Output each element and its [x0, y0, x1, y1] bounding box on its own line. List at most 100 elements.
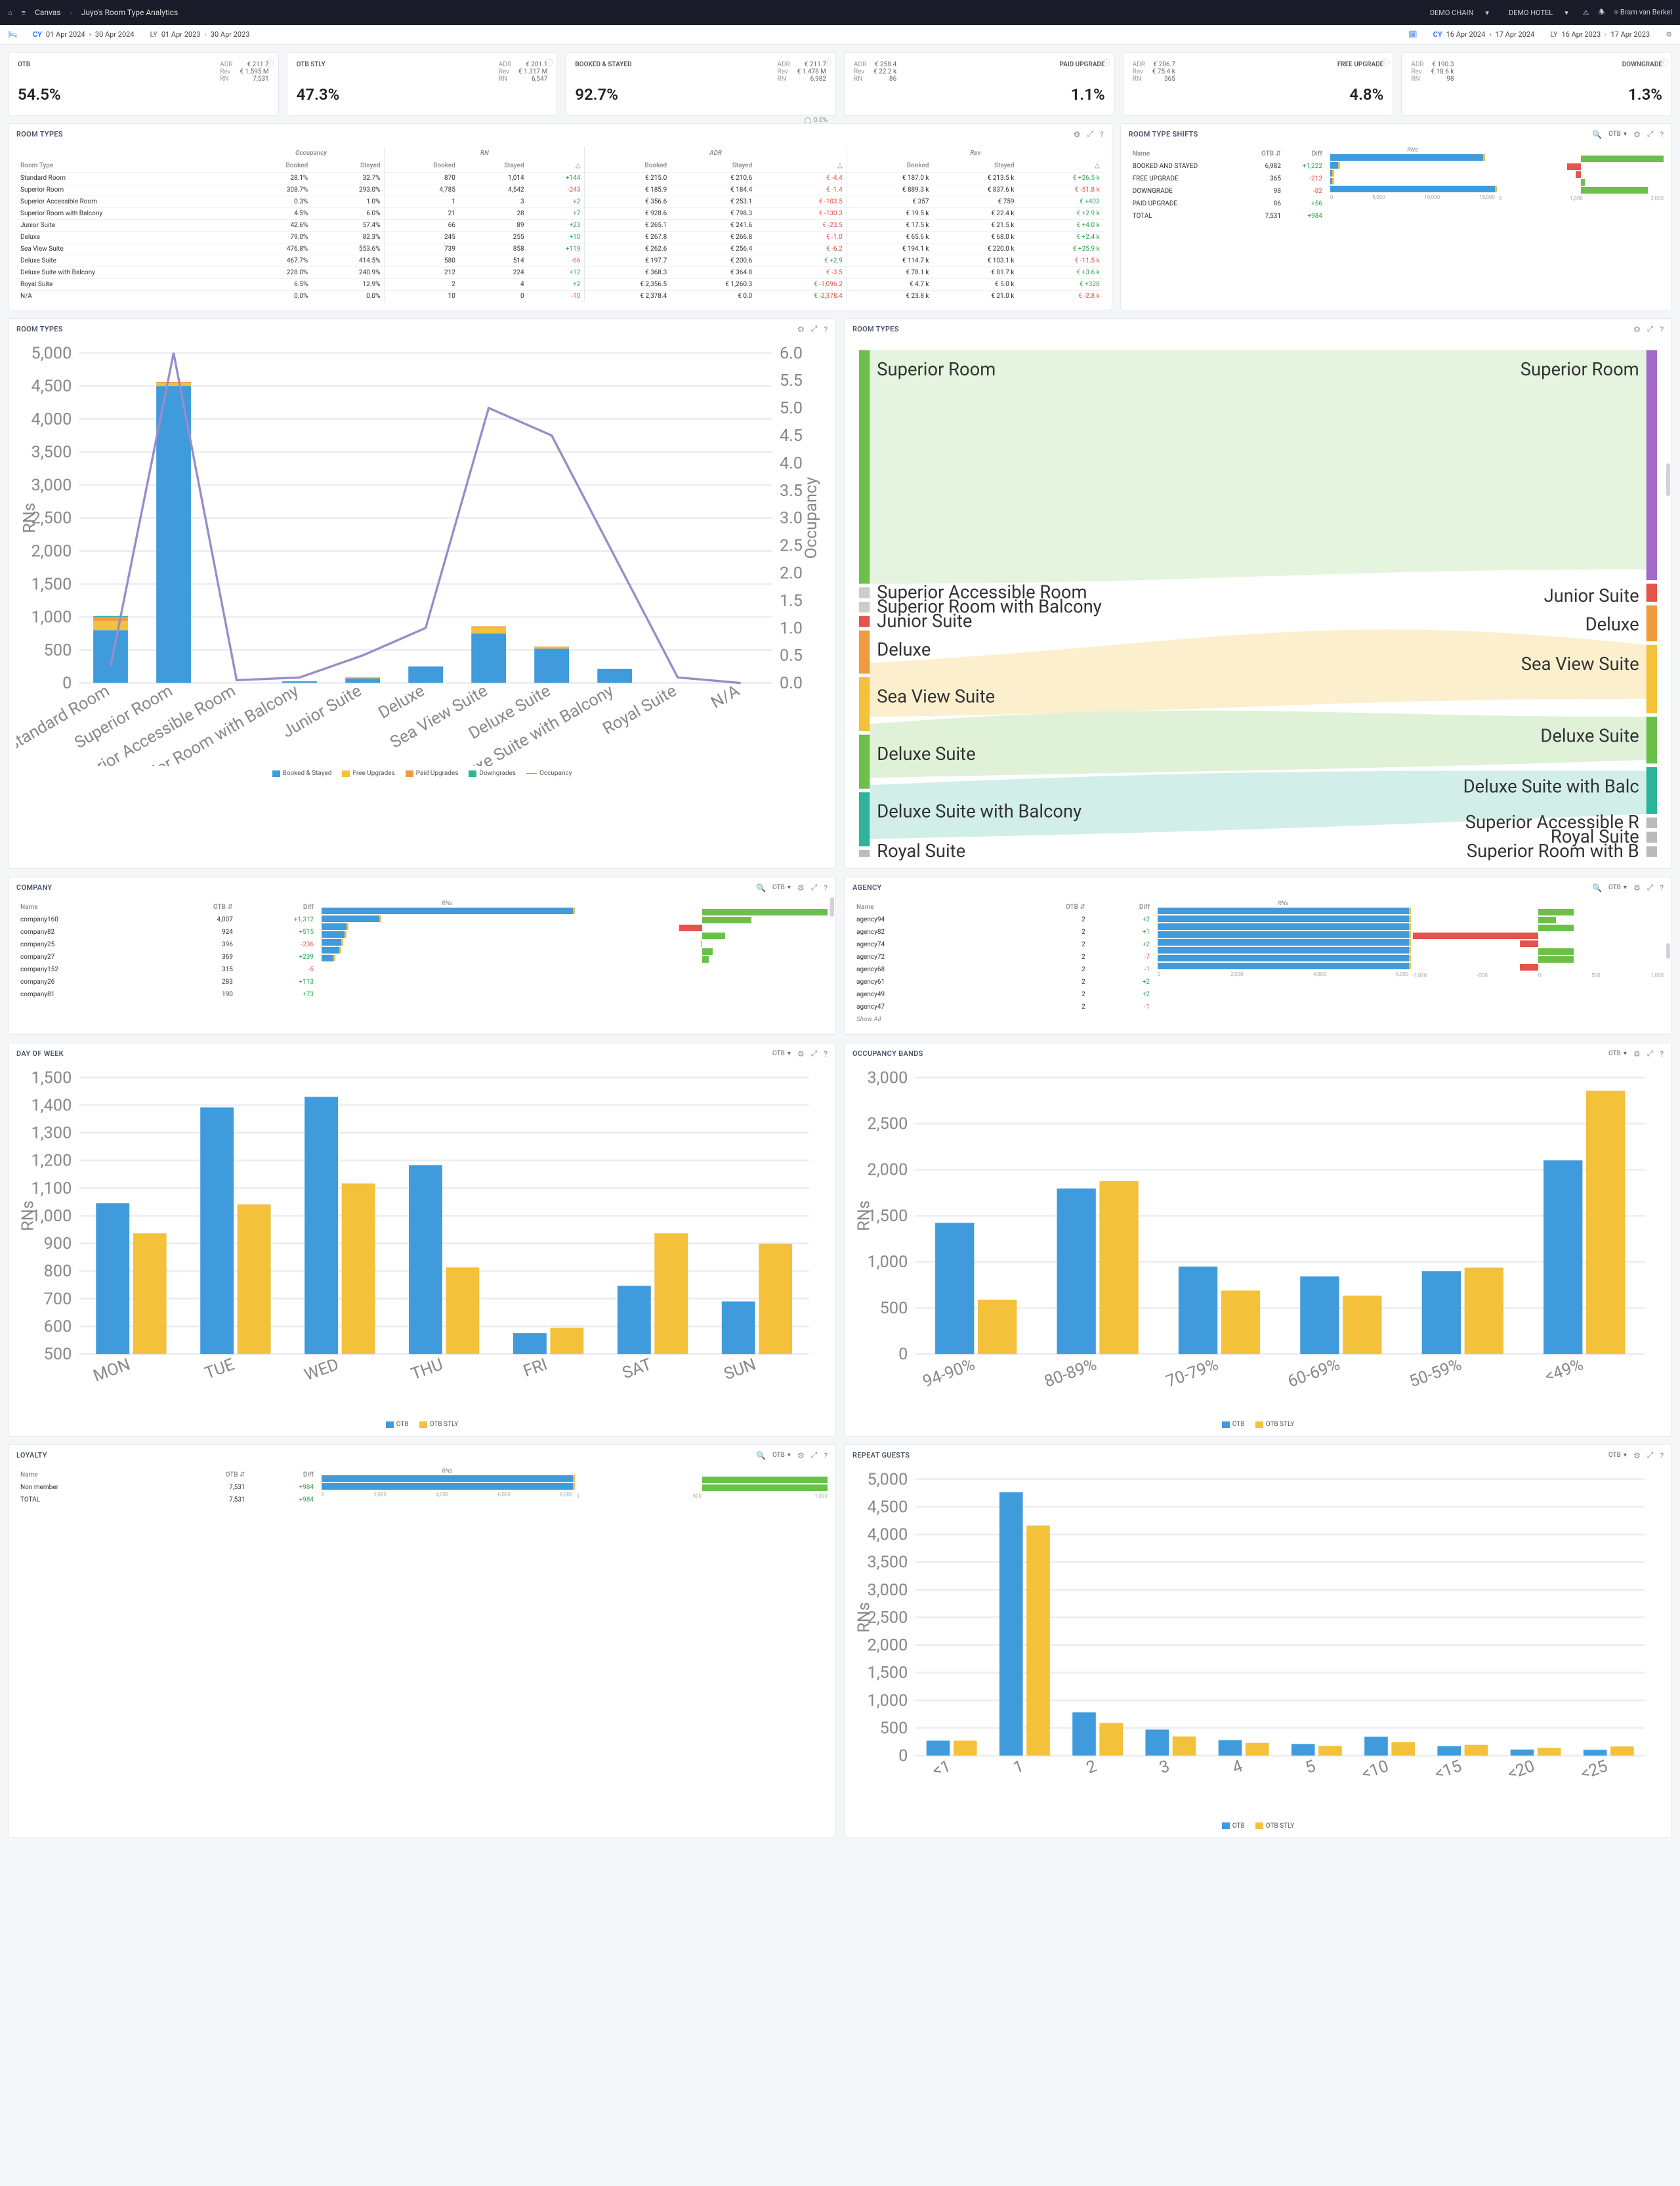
cy1-range[interactable]: CY 01 Apr 2024›30 Apr 2024	[33, 30, 135, 39]
table-row[interactable]: Junior Suite42.6%57.4%6689+23€ 265.1€ 24…	[16, 220, 1104, 232]
help-icon[interactable]: ?	[824, 1451, 828, 1460]
table-row[interactable]: Superior Room308.7%293.0%4,7854,542-243€…	[16, 184, 1104, 196]
breadcrumb-root[interactable]: Canvas	[35, 8, 60, 17]
list-item[interactable]: agency742+2	[854, 939, 1152, 950]
list-item[interactable]: FREE UPGRADE365-212	[1130, 173, 1325, 184]
help-icon[interactable]: ?	[1660, 1451, 1664, 1460]
expand-icon[interactable]: ⤢	[1087, 129, 1093, 139]
gear-icon[interactable]: ⚙	[797, 883, 805, 893]
help-icon[interactable]: ?	[824, 325, 828, 334]
alert-icon[interactable]: ⚠	[1583, 9, 1589, 17]
list-item[interactable]: TOTAL7,531+984	[18, 1494, 316, 1505]
help-icon[interactable]: ?	[1100, 130, 1104, 139]
search-icon[interactable]: 🔍	[756, 883, 766, 893]
list-item[interactable]: agency612+2	[854, 977, 1152, 988]
scroll-handle[interactable]	[1666, 943, 1670, 959]
expand-icon[interactable]: ⤢	[1647, 1450, 1654, 1460]
list-item[interactable]: agency682-1	[854, 964, 1152, 975]
list-item[interactable]: company25396-236	[18, 939, 316, 950]
svg-text:<10: <10	[1359, 1757, 1391, 1784]
info-icon[interactable]: ⓘ	[545, 57, 553, 68]
menu-icon[interactable]: ≡	[22, 9, 26, 17]
help-icon[interactable]: ?	[1660, 130, 1664, 139]
breadcrumb-title[interactable]: Juyo's Room Type Analytics	[81, 8, 178, 17]
ly2-range[interactable]: LY 16 Apr 2023›17 Apr 2023	[1550, 30, 1650, 39]
search-icon[interactable]: 🔍	[756, 1451, 766, 1460]
expand-icon[interactable]: ⤢	[811, 883, 818, 893]
list-item[interactable]: company27369+239	[18, 952, 316, 963]
list-item[interactable]: agency942+2	[854, 914, 1152, 925]
hotel-dropdown[interactable]: DEMO HOTEL▾	[1503, 6, 1574, 20]
expand-icon[interactable]: ⤢	[1647, 1049, 1654, 1059]
expand-icon[interactable]: ⤢	[1647, 324, 1654, 334]
scroll-handle[interactable]	[830, 897, 834, 917]
list-item[interactable]: agency722-7	[854, 952, 1152, 963]
gear-icon[interactable]: ⚙	[1633, 883, 1641, 893]
list-item[interactable]: company82924+515	[18, 927, 316, 938]
metric-dropdown[interactable]: OTB ▾	[772, 884, 791, 891]
help-icon[interactable]: ?	[1660, 325, 1664, 334]
expand-icon[interactable]: ⤢	[1647, 883, 1654, 893]
gear-icon[interactable]: ⚙	[1074, 130, 1081, 139]
help-icon[interactable]: ?	[1660, 1049, 1664, 1059]
list-item[interactable]: PAID UPGRADE86+56	[1130, 198, 1325, 209]
metric-dropdown[interactable]: OTB ▾	[772, 1452, 791, 1459]
search-icon[interactable]: 🔍	[1592, 883, 1602, 893]
gear-icon[interactable]: ⚙	[797, 325, 805, 334]
expand-icon[interactable]: ⤢	[811, 1049, 818, 1059]
gear-icon[interactable]: ⚙	[797, 1049, 805, 1059]
list-item[interactable]: DOWNGRADE98-82	[1130, 186, 1325, 197]
expand-icon[interactable]: ⤢	[811, 324, 818, 334]
help-icon[interactable]: ?	[824, 883, 828, 893]
scroll-handle[interactable]	[1666, 463, 1670, 496]
list-item[interactable]: company1604,007+1,312	[18, 914, 316, 925]
search-icon[interactable]: 🔍	[1592, 130, 1602, 139]
gear-icon[interactable]: ⚙	[1633, 1451, 1641, 1460]
table-row[interactable]: Deluxe Suite with Balcony228.0%240.9%212…	[16, 267, 1104, 279]
show-all-link[interactable]: Show All	[854, 1014, 1152, 1025]
metric-dropdown[interactable]: OTB ▾	[1608, 131, 1627, 138]
gear-icon[interactable]: ⚙	[1633, 130, 1641, 139]
metric-dropdown[interactable]: OTB ▾	[1608, 1452, 1627, 1459]
table-row[interactable]: Deluxe79.0%82.3%245255+10€ 267.8€ 266.8€…	[16, 232, 1104, 243]
table-row[interactable]: Sea View Suite476.8%553.6%739858+119€ 26…	[16, 243, 1104, 255]
home-icon[interactable]: ⌂	[8, 9, 12, 17]
table-row[interactable]: N/A0.0%0.0%100-10€ 2,378.4€ 0.0€ -2,378.…	[16, 291, 1104, 303]
list-item[interactable]: company81190+73	[18, 989, 316, 1000]
list-item[interactable]: agency472-1	[854, 1001, 1152, 1013]
list-item[interactable]: agency822+1	[854, 927, 1152, 938]
metric-dropdown[interactable]: OTB ▾	[1608, 884, 1627, 891]
info-icon[interactable]: ⓘ	[266, 57, 274, 68]
table-row[interactable]: Standard Room28.1%32.7%8701,014+144€ 215…	[16, 173, 1104, 184]
gear-icon[interactable]: ⚙	[797, 1451, 805, 1460]
list-item[interactable]: agency492+2	[854, 989, 1152, 1000]
notify-icon[interactable]: 🕭	[1599, 7, 1605, 19]
metric-dropdown[interactable]: OTB ▾	[1608, 1050, 1627, 1057]
list-item[interactable]: company26283+113	[18, 977, 316, 988]
table-row[interactable]: Superior Room with Balcony4.5%6.0%2128+7…	[16, 208, 1104, 220]
table-row[interactable]: Royal Suite6.5%12.9%24+2€ 2,356.5€ 1,260…	[16, 279, 1104, 291]
expand-icon[interactable]: ⤢	[811, 1450, 818, 1460]
bar	[322, 1475, 573, 1482]
help-icon[interactable]: ?	[1660, 883, 1664, 893]
info-icon[interactable]: ⓘ	[824, 57, 831, 68]
ly1-range[interactable]: LY 01 Apr 2023›30 Apr 2023	[150, 30, 250, 39]
gear-icon[interactable]: ⚙	[1633, 1049, 1641, 1059]
metric-dropdown[interactable]: OTB ▾	[772, 1050, 791, 1057]
list-item[interactable]: Non member7,531+984	[18, 1482, 316, 1493]
list-item[interactable]: company152315-5	[18, 964, 316, 975]
info-icon[interactable]: ⓘ	[1102, 57, 1110, 68]
help-icon[interactable]: ?	[824, 1049, 828, 1059]
expand-icon[interactable]: ⤢	[1647, 129, 1654, 139]
table-row[interactable]: Superior Accessible Room0.3%1.0%13+2€ 35…	[16, 196, 1104, 208]
settings-icon[interactable]: ⚙	[1666, 30, 1672, 39]
chain-dropdown[interactable]: DEMO CHAIN▾	[1425, 6, 1494, 20]
list-item[interactable]: BOOKED AND STAYED6,982+1,222	[1130, 161, 1325, 172]
info-icon[interactable]: ⓘ	[1381, 57, 1389, 68]
user-menu[interactable]: ⍟ Bram van Berkel	[1614, 8, 1673, 17]
list-item[interactable]: TOTAL7,531+984	[1130, 211, 1325, 222]
info-icon[interactable]: ⓘ	[1660, 57, 1668, 68]
gear-icon[interactable]: ⚙	[1633, 325, 1641, 334]
cy2-range[interactable]: CY 16 Apr 2024›17 Apr 2024	[1433, 30, 1535, 39]
table-row[interactable]: Deluxe Suite467.7%414.5%580514-66€ 197.7…	[16, 255, 1104, 267]
